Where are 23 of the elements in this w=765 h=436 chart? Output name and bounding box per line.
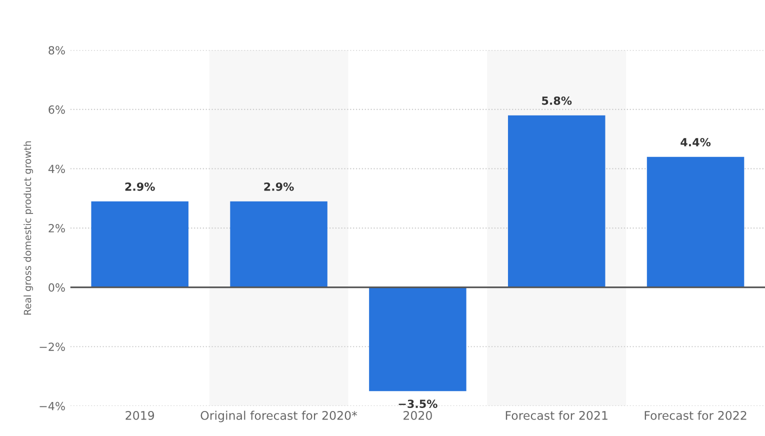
bar: [508, 115, 606, 288]
x-tick-label: Forecast for 2022: [644, 410, 746, 420]
x-tick-label: Forecast for 2021: [506, 410, 608, 420]
y-tick-label: 2%: [48, 224, 65, 232]
data-label: 2.9%: [125, 182, 155, 191]
x-tick-label: 2019: [126, 410, 154, 420]
y-tick-label: 4%: [48, 164, 65, 174]
data-label: 4.4%: [680, 138, 711, 146]
x-tick-label: Original forecast for 2020*: [200, 410, 358, 422]
y-tick-label: −4%: [40, 402, 65, 410]
x-tick-label: 2020: [404, 410, 432, 420]
y-tick-label: 8%: [48, 46, 65, 55]
data-label: −3.5%: [398, 400, 438, 408]
y-tick-label: 6%: [48, 105, 65, 114]
y-axis-title: Real gross domestic product growth: [24, 141, 34, 315]
bar: [91, 201, 188, 288]
bar: [369, 287, 466, 392]
bar: [230, 201, 328, 288]
y-tick-label: 0%: [48, 283, 65, 292]
bar: [646, 156, 744, 288]
data-label: 2.9%: [264, 182, 294, 191]
y-tick-label: −2%: [40, 342, 65, 351]
data-label: 5.8%: [542, 96, 572, 105]
